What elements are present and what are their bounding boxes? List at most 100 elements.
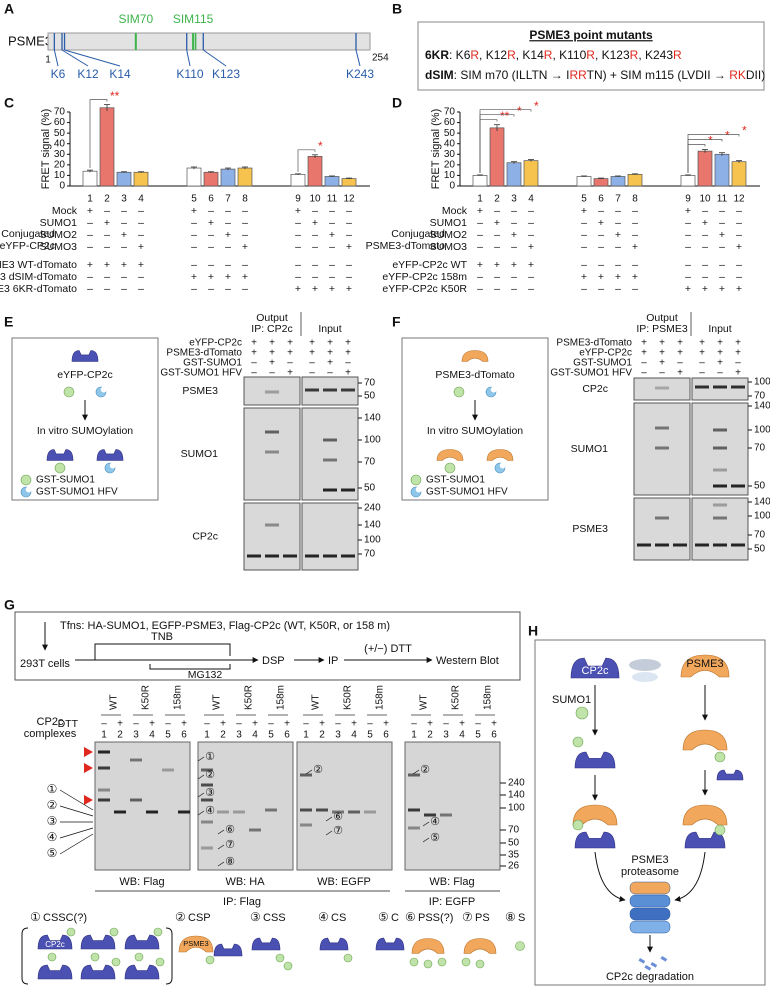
label: Output <box>646 312 678 324</box>
hfv-icon-cut <box>415 486 422 493</box>
sign: + <box>581 271 587 283</box>
sign: + <box>511 229 517 241</box>
complex-marker: ① <box>47 782 58 796</box>
band <box>201 798 213 802</box>
band <box>316 808 328 812</box>
sumo-icon <box>109 927 119 937</box>
legend-name: CSSC(?) <box>43 912 87 924</box>
blot-panel <box>301 502 359 571</box>
label: eYFP-CP2c K50R <box>382 283 467 295</box>
wb-label: WB: HA <box>225 876 265 888</box>
label: PSME3 dSIM-dTomato <box>0 271 77 283</box>
sign: – <box>87 283 93 295</box>
sign: – <box>581 229 587 241</box>
sumo-icon <box>134 952 144 962</box>
sign: + <box>284 719 290 730</box>
marker-leader <box>59 827 94 839</box>
lane-group: WT <box>212 694 223 710</box>
mw-label: 50 <box>754 481 766 492</box>
lane-number: 5 <box>165 730 171 741</box>
significance-label: ** <box>110 89 120 103</box>
band <box>713 446 727 450</box>
lysine-label: K14 <box>109 67 131 81</box>
sign: – <box>511 217 517 229</box>
ip-label: IP: Flag <box>223 896 261 908</box>
panel-label: E <box>4 314 13 330</box>
sumo-icon <box>153 927 163 937</box>
band <box>695 385 709 389</box>
fragment <box>660 955 668 962</box>
sign: – <box>268 719 274 730</box>
lane-number: 2 <box>319 730 325 741</box>
sign: – <box>104 241 110 253</box>
bar <box>203 171 219 187</box>
sign: – <box>191 217 197 229</box>
sign: + <box>719 229 725 241</box>
band <box>98 750 110 754</box>
bar <box>680 175 696 187</box>
sign: + <box>251 348 257 359</box>
label: SUMO1 <box>571 443 609 455</box>
sign: – <box>104 283 110 295</box>
psme3-icon <box>682 804 728 826</box>
mutant-segment: R <box>586 48 595 62</box>
y-tick-label: 60 <box>54 117 66 128</box>
sign: + <box>287 338 293 349</box>
sign: – <box>165 719 171 730</box>
label: SUMO1 <box>430 217 468 229</box>
sign: – <box>598 283 604 295</box>
mw-label: 26 <box>508 861 520 872</box>
label: Input <box>708 323 731 335</box>
mutant-segment: R <box>673 48 682 62</box>
label: eYFP-CP2c <box>189 338 242 349</box>
significance-bracket <box>297 149 316 172</box>
mw-label: 50 <box>364 483 376 494</box>
sign: – <box>208 283 214 295</box>
sign: + <box>699 348 705 359</box>
mutant-segment: , K14 <box>516 48 544 62</box>
label: TNB <box>151 631 173 643</box>
sign: + <box>528 259 534 271</box>
hfv-icon-cut <box>490 386 497 393</box>
bar <box>576 176 592 187</box>
label: 254 <box>372 53 389 64</box>
sign: – <box>411 719 417 730</box>
mw-label: 100 <box>508 803 525 814</box>
enzyme-icon <box>632 672 658 682</box>
lane-group: K50R <box>141 685 152 710</box>
mw-label: 140 <box>508 790 525 801</box>
complex-marker: ② <box>47 798 58 812</box>
lane-number: 6 <box>284 730 290 741</box>
mutant-segment: dSIM <box>425 68 454 82</box>
mutant-title: PSME3 point mutants <box>529 28 653 42</box>
sign: – <box>511 271 517 283</box>
mutant-segment: R <box>544 48 553 62</box>
label: Conjugated <box>1 228 55 240</box>
mw-label: 70 <box>364 549 376 560</box>
band <box>265 430 279 434</box>
sign: – <box>225 205 231 217</box>
sumo-icon <box>47 952 57 962</box>
band <box>341 388 355 392</box>
sign: – <box>309 368 315 379</box>
sign: + <box>329 229 335 241</box>
lane-group: 158m <box>375 685 386 710</box>
sign: – <box>632 205 638 217</box>
mw-label: 50 <box>508 838 520 849</box>
workflow-box <box>14 611 521 681</box>
significance-label: * <box>742 124 747 138</box>
band <box>323 554 337 558</box>
sign: – <box>346 217 352 229</box>
sumo-icon <box>155 957 165 967</box>
x-tick-label: 10 <box>699 194 711 205</box>
band <box>731 385 745 389</box>
sign: – <box>312 229 318 241</box>
sign: – <box>598 205 604 217</box>
mw-label: 70 <box>754 530 766 541</box>
label: PSME3-dTomato <box>366 240 446 252</box>
legend-bracket <box>21 927 173 985</box>
sign: – <box>191 283 197 295</box>
lane-number: 2 <box>220 730 226 741</box>
bar <box>506 162 522 187</box>
complex-arrow <box>84 763 93 773</box>
